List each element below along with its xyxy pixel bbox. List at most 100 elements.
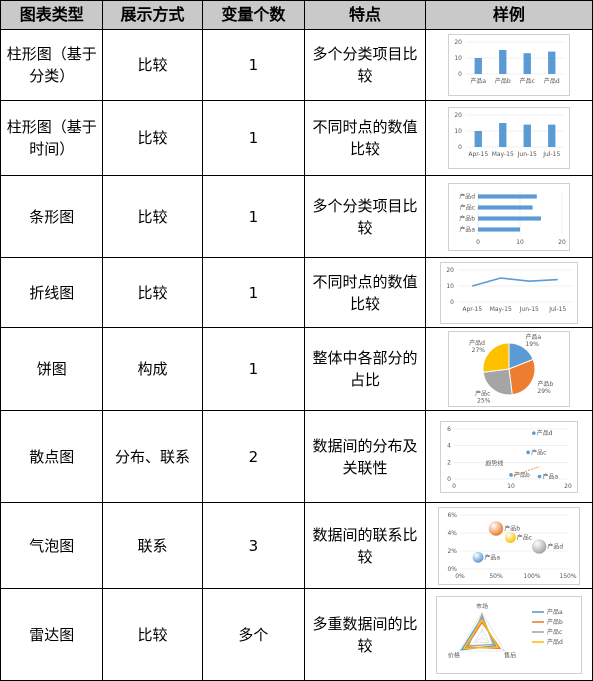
header-row: 图表类型 展示方式 变量个数 特点 样例 — [0, 0, 593, 30]
chart-frame — [437, 506, 580, 585]
scatter-point — [537, 474, 542, 478]
slice-name-label: 产品c — [475, 390, 490, 398]
cell-variable-count: 多个 — [201, 588, 306, 681]
header-display-mode: 展示方式 — [102, 0, 203, 30]
table-row: 散点图 分布、联系 2 数据间的分布及关联性 0 2 4 6 0 10 20 产品a 产品b 产品… — [0, 410, 593, 503]
cell-chart-type: 折线图 — [0, 257, 104, 328]
cell-display-mode: 构成 — [102, 327, 203, 411]
x-tick-label: Apr-15 — [468, 151, 488, 158]
cell-variable-count: 1 — [201, 257, 306, 328]
y-tick-label: 6 — [447, 426, 451, 433]
bubble-label: 产品b — [504, 524, 520, 532]
bubble-label: 产品d — [547, 542, 563, 550]
y-tick-label: 0% — [447, 566, 457, 573]
radar-grid — [473, 628, 490, 643]
legend-label: 产品d — [547, 638, 563, 646]
cell-chart-type: 雷达图 — [0, 588, 104, 681]
x-tick-label: 0% — [455, 573, 465, 580]
bubble — [531, 538, 547, 554]
x-tick-label: Jul-15 — [542, 151, 560, 158]
cell-example: 产品a 19% 产品b 29% 产品c 25% 产品d 27% — [424, 327, 593, 411]
point-label: 产品d — [537, 429, 553, 437]
cell-display-mode: 比较 — [102, 588, 203, 681]
cell-example: 0 2 4 6 0 10 20 产品a 产品b 产品c 产品d 趋势线 — [424, 410, 593, 503]
cell-example: 0 10 20 产品a 产品b 产品c 产品d — [424, 29, 593, 101]
y-tick-label: 4 — [447, 442, 451, 449]
bubble-label: 产品a — [484, 553, 500, 561]
y-tick-label: 20 — [446, 267, 454, 274]
slice-name-label: 产品a — [525, 333, 541, 341]
y-tick-label: 20 — [454, 39, 462, 46]
y-tick-label: 产品a — [459, 225, 475, 233]
cell-display-mode: 联系 — [102, 502, 203, 589]
cell-display-mode: 比较 — [102, 175, 203, 258]
cell-display-mode: 比较 — [102, 257, 203, 328]
bar — [547, 51, 556, 74]
cell-feature: 多重数据间的比较 — [304, 588, 426, 681]
bar — [477, 226, 520, 232]
trendline — [510, 465, 540, 477]
example-column-chart-time: 0 10 20 Apr-15 May-15 Jun-15 Jul-15 — [447, 107, 570, 169]
cell-chart-type: 散点图 — [0, 410, 104, 503]
example-column-chart-category: 0 10 20 产品a 产品b 产品c 产品d — [447, 34, 570, 96]
example-bar-chart: 0 10 20 产品d 产品c 产品b 产品a — [447, 182, 570, 251]
legend-label: 产品c — [547, 628, 562, 636]
bubble — [472, 551, 484, 563]
header-feature: 特点 — [304, 0, 426, 30]
y-tick-label: 产品d — [459, 192, 475, 200]
series-line — [471, 276, 558, 287]
x-tick-label: 50% — [489, 573, 503, 580]
table-row: 柱形图（基于分类） 比较 1 多个分类项目比较 0 10 20 产品a 产品b 产品c 产品… — [0, 29, 593, 101]
point-label: 产品c — [531, 448, 546, 456]
cell-variable-count: 1 — [201, 29, 306, 101]
radar-grid — [458, 610, 505, 651]
legend-label: 产品b — [547, 618, 563, 626]
x-tick-label: 0 — [476, 239, 480, 246]
cell-display-mode: 分布、联系 — [102, 410, 203, 503]
y-tick-label: 20 — [454, 112, 462, 119]
bar — [474, 131, 482, 147]
cell-example: 0 10 20 产品d 产品c 产品b 产品a — [424, 175, 593, 258]
table-row: 条形图 比较 1 多个分类项目比较 0 10 20 产品d 产品c 产品b 产品a — [0, 175, 593, 258]
bar — [498, 123, 507, 147]
table-row: 柱形图（基于时间） 比较 1 不同时点的数值比较 0 10 20 Apr-15 May-… — [0, 100, 593, 176]
cell-chart-type: 气泡图 — [0, 502, 104, 589]
x-tick-label: May-15 — [490, 306, 512, 313]
bubble-label: 产品c — [517, 533, 532, 541]
table-row: 折线图 比较 1 不同时点的数值比较 0 10 20 Apr-15 May-15 Jun-… — [0, 257, 593, 328]
cell-display-mode: 比较 — [102, 100, 203, 176]
pie-slice — [482, 342, 510, 373]
x-tick-label: 产品c — [520, 77, 535, 85]
pie-slice — [508, 358, 536, 396]
y-tick-label: 2% — [447, 548, 457, 555]
example-scatter-chart: 0 2 4 6 0 10 20 产品a 产品b 产品c 产品d 趋势线 — [439, 420, 578, 493]
table-row: 气泡图 联系 3 数据间的联系比较 0% 2% 4% 6% 0% 50% 100% 150% 产… — [0, 502, 593, 589]
cell-feature: 多个分类项目比较 — [304, 175, 426, 258]
x-tick-label: 产品b — [495, 77, 511, 85]
cell-variable-count: 1 — [201, 100, 306, 176]
bar — [498, 50, 507, 74]
cell-variable-count: 3 — [201, 502, 306, 589]
cell-variable-count: 1 — [201, 175, 306, 258]
cell-variable-count: 2 — [201, 410, 306, 503]
radar-axis-label: 售后 — [504, 651, 516, 659]
x-tick-label: 150% — [559, 573, 576, 580]
y-tick-label: 10 — [454, 55, 462, 62]
point-label: 产品b — [514, 470, 530, 478]
chart-frame — [439, 261, 578, 324]
x-tick-label: Jun-15 — [519, 306, 539, 313]
radar-axis-label: 市场 — [476, 602, 488, 610]
y-tick-label: 0 — [458, 71, 462, 78]
cell-example: 0 10 20 Apr-15 May-15 Jun-15 Jul-15 — [424, 257, 593, 328]
slice-name-label: 产品b — [537, 380, 553, 388]
example-line-chart: 0 10 20 Apr-15 May-15 Jun-15 Jul-15 — [439, 261, 578, 324]
table-row: 雷达图 比较 多个 多重数据间的比较 市场 售后 价格 产品a 产品b 产品c 产品d — [0, 588, 593, 681]
y-tick-label: 10 — [446, 283, 454, 290]
cell-feature: 数据间的分布及关联性 — [304, 410, 426, 503]
cell-chart-type: 饼图 — [0, 327, 104, 411]
cell-feature: 数据间的联系比较 — [304, 502, 426, 589]
